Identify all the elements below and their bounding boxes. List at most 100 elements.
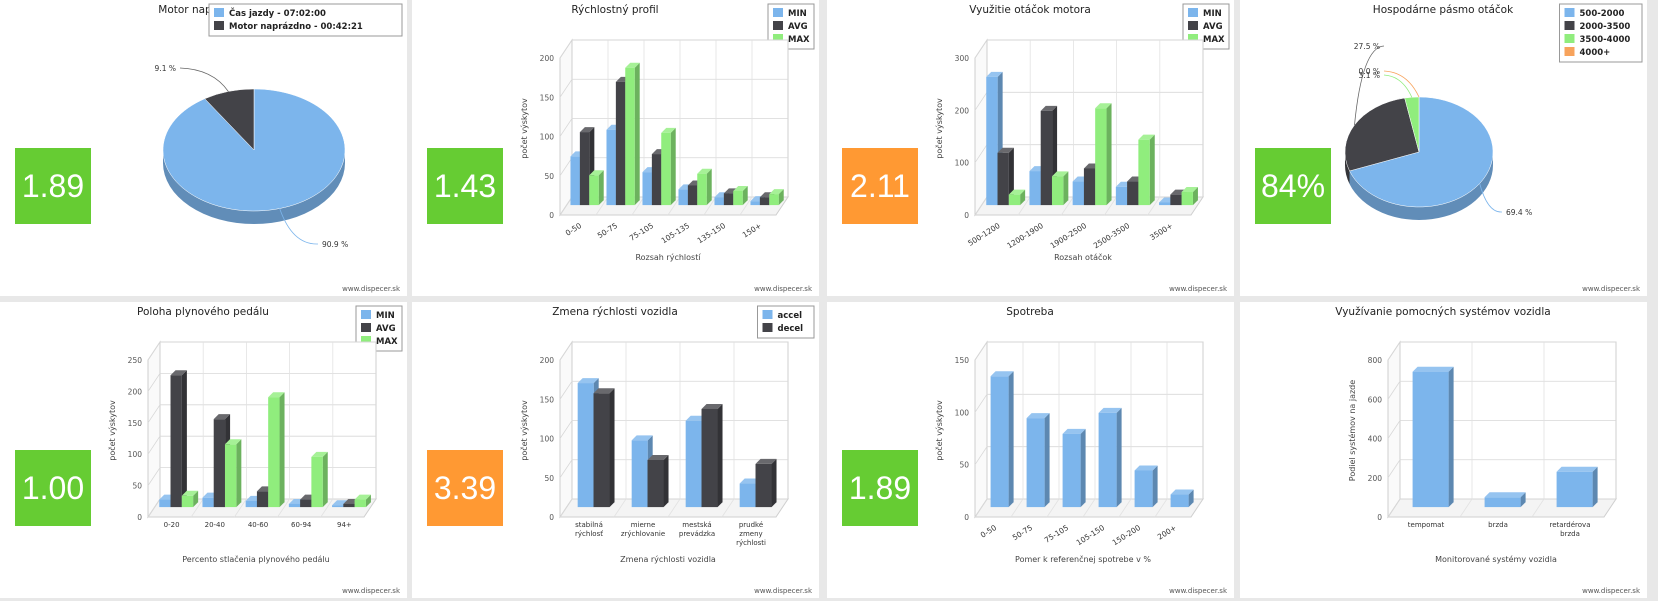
grid-line <box>147 467 376 486</box>
legend-swatch <box>762 323 773 332</box>
bar-top <box>647 455 669 460</box>
bar <box>354 499 366 508</box>
y-axis-label: počet výskytov <box>519 400 529 461</box>
bar <box>723 193 734 206</box>
x-tick-label: 105-150 <box>1075 523 1107 547</box>
bar <box>606 129 616 206</box>
bar-side <box>1592 466 1598 508</box>
pie-label: 27.5 % <box>1354 42 1380 51</box>
plot-side-wall <box>974 340 988 519</box>
bar <box>213 419 226 508</box>
bar <box>755 463 772 508</box>
bar <box>1029 171 1041 206</box>
legend-label: 500-2000 <box>1580 9 1625 19</box>
x-tick-label: 135-150 <box>696 221 728 245</box>
legend-label: MIN <box>788 9 807 19</box>
legend-label: Čas jazdy - 07:02:00 <box>229 7 326 19</box>
watermark: www.dispecer.sk <box>342 587 400 595</box>
legend: Čas jazdy - 07:02:00 Motor naprázdno - 00… <box>208 3 403 37</box>
score-badge: 2.11 <box>842 148 918 224</box>
bar <box>577 383 594 508</box>
bar-side <box>771 458 777 508</box>
bar-top <box>593 388 615 394</box>
bar <box>625 67 635 206</box>
chart-title: Hospodárne pásmo otáčok <box>1373 4 1514 16</box>
legend-box <box>208 3 403 37</box>
y-tick-label: 800 <box>1368 356 1383 365</box>
bar <box>589 175 599 206</box>
legend: 500-2000 2000-3500 3500-4000 4000+ <box>1559 3 1643 63</box>
bar <box>1008 194 1021 206</box>
y-tick-label: 0 <box>964 513 969 522</box>
y-tick-label: 150 <box>128 419 143 428</box>
bar <box>733 190 743 206</box>
legend-swatch <box>762 310 773 319</box>
pie-slice-side <box>1349 152 1493 220</box>
grid-line-vertical <box>320 342 334 518</box>
chart-title: Poloha plynového pedálu <box>137 306 269 318</box>
x-axis-label: Zmena rýchlosti vozidla <box>620 555 716 564</box>
legend-label: AVG <box>1203 22 1223 32</box>
legend-label: 3500-4000 <box>1580 35 1631 45</box>
legend-swatch <box>1564 47 1575 56</box>
bar <box>1556 471 1593 508</box>
pie-connector <box>279 208 319 245</box>
y-tick-label: 100 <box>540 133 555 142</box>
bar <box>651 154 662 206</box>
x-tick-label: 75-105 <box>628 221 655 243</box>
x-tick-label: brzda <box>1488 521 1508 529</box>
grid-line-vertical <box>1010 342 1024 518</box>
x-axis-label: Monitorované systémy vozidla <box>1435 554 1557 564</box>
bar <box>1412 371 1449 508</box>
bar-side <box>1080 428 1086 508</box>
x-tick-label: mierne <box>631 521 656 529</box>
bar <box>170 375 182 508</box>
bar-top <box>1098 407 1122 413</box>
bar <box>642 172 652 206</box>
grid-line-vertical <box>613 342 627 518</box>
bar <box>159 499 171 508</box>
bar-side <box>778 189 784 206</box>
bar-side <box>634 62 640 206</box>
grid-line-vertical <box>739 40 753 216</box>
y-tick-label: 50 <box>544 474 554 483</box>
bar <box>181 495 194 508</box>
y-tick-label: 0 <box>137 513 142 522</box>
bar <box>268 397 280 508</box>
x-tick-label: 0-20 <box>164 521 180 529</box>
y-tick-label: 250 <box>128 356 143 365</box>
legend-swatch <box>1188 8 1198 17</box>
x-tick-label: 150+ <box>741 221 763 240</box>
bar-side <box>1008 147 1014 206</box>
bar <box>1040 110 1053 206</box>
panel-economic-rpm: Hospodárne pásmo otáčok 500-2000 2000-3500… <box>1240 0 1647 296</box>
legend-swatch <box>214 21 224 30</box>
bar <box>593 393 610 508</box>
bar-top <box>1484 492 1526 498</box>
bar-top <box>577 378 599 384</box>
grid-line-vertical <box>667 342 681 518</box>
bar-side <box>365 494 371 508</box>
x-tick-label: 20-40 <box>205 521 225 529</box>
panel-aux-systems: Využívanie pomocných systémov vozidla 0 20… <box>1240 302 1647 598</box>
watermark: www.dispecer.sk <box>1169 587 1227 595</box>
bar <box>300 499 312 508</box>
y-tick-label: 400 <box>1368 435 1383 444</box>
bar-top <box>697 168 712 174</box>
bar <box>1181 192 1193 206</box>
y-axis-label: počet výskytov <box>519 98 529 159</box>
pie-slice-side <box>1345 152 1350 184</box>
y-tick-label: 0 <box>549 513 554 522</box>
bar <box>1159 202 1171 206</box>
x-tick-label: 50-75 <box>1011 523 1034 542</box>
y-tick-label: 200 <box>128 387 143 396</box>
score-badge: 1.89 <box>842 450 918 526</box>
bar-top <box>1095 103 1112 109</box>
y-tick-label: 150 <box>540 395 555 404</box>
x-tick-label: 75-105 <box>1043 523 1070 545</box>
legend-label: 4000+ <box>1580 48 1611 58</box>
x-tick-label: 200+ <box>1156 523 1178 542</box>
bar <box>986 76 998 206</box>
x-tick-label: stabilná <box>575 521 603 529</box>
score-badge: 1.89 <box>15 148 91 224</box>
